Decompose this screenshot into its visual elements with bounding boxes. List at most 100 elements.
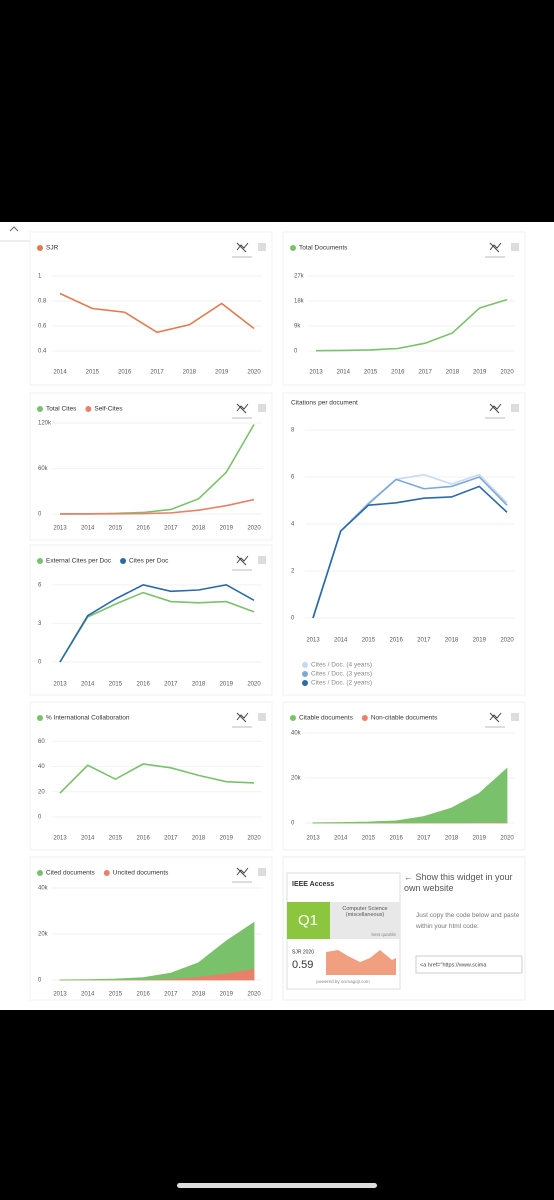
x-tick-label: 2017 <box>164 682 178 688</box>
legend-label: Cites / Doc. (2 years) <box>311 680 372 687</box>
y-tick-label: 6 <box>38 582 42 588</box>
widget-heading: ← Show this widget in your own website <box>404 872 513 893</box>
chart-card <box>29 544 273 696</box>
y-tick-label: 0.6 <box>38 324 47 330</box>
widget: IEEE Access Q1 Computer Science (miscell… <box>282 856 526 1001</box>
widget-category: Computer Science (miscellaneous) <box>342 906 388 918</box>
legend-label: Total Documents <box>299 245 348 252</box>
x-tick-label: 2015 <box>86 370 100 376</box>
toggle-icon[interactable] <box>236 867 249 878</box>
legend-marker <box>37 558 43 564</box>
x-tick-label: 2013 <box>309 370 323 376</box>
x-tick-label: 2017 <box>417 638 431 644</box>
legend-label: External Cites per Doc <box>46 558 112 565</box>
x-tick-label: 2014 <box>334 638 348 644</box>
legend-label: SJR <box>46 245 59 252</box>
y-tick-label: 0 <box>291 616 295 622</box>
table-icon[interactable] <box>258 868 266 876</box>
y-tick-label: 0 <box>38 660 42 666</box>
toggle-icon[interactable] <box>236 403 249 414</box>
x-tick-label: 2014 <box>81 526 95 532</box>
y-tick-label: 2 <box>291 569 295 575</box>
x-tick-label: 2013 <box>53 992 67 998</box>
y-tick-label: 8 <box>291 428 295 434</box>
x-tick-label: 2016 <box>136 526 150 532</box>
table-icon[interactable] <box>258 556 266 564</box>
legend-label: Uncited documents <box>113 870 169 877</box>
series-area <box>312 767 508 824</box>
widget-powered: powered by scimagojr.com <box>316 979 370 984</box>
toggle-icon[interactable] <box>236 242 249 253</box>
series-area <box>59 921 255 981</box>
toggle-icon[interactable] <box>489 712 502 723</box>
table-icon[interactable] <box>258 243 266 251</box>
table-icon[interactable] <box>258 713 266 721</box>
legend-label: Cited documents <box>46 870 96 877</box>
table-icon[interactable] <box>258 404 266 412</box>
collapse-arrow[interactable] <box>9 226 19 232</box>
x-tick-label: 2016 <box>389 638 403 644</box>
widget-quartile-box <box>287 902 330 939</box>
table-icon[interactable] <box>511 243 519 251</box>
legend-marker <box>302 662 308 668</box>
y-tick-label: 20k <box>38 932 49 938</box>
toggle-icon[interactable] <box>236 555 249 566</box>
x-tick-label: 2019 <box>220 992 234 998</box>
x-tick-label: 2020 <box>247 836 261 842</box>
legend-marker <box>37 406 43 412</box>
x-tick-label: 2020 <box>247 370 261 376</box>
x-tick-label: 2016 <box>391 370 405 376</box>
x-tick-label: 2014 <box>81 836 95 842</box>
x-tick-label: 2017 <box>164 992 178 998</box>
x-tick-label: 2019 <box>473 836 487 842</box>
x-tick-label: 2019 <box>215 370 229 376</box>
legend-label: Total Cites <box>46 406 77 413</box>
table-icon[interactable] <box>511 404 519 412</box>
y-tick-label: 6 <box>291 475 295 481</box>
widget-instructions: Just copy the code below and paste withi… <box>416 912 520 930</box>
toggle-icon[interactable] <box>236 712 249 723</box>
legend-marker <box>120 558 127 564</box>
toggle-icon[interactable] <box>489 242 502 253</box>
x-tick-label: 2015 <box>109 992 123 998</box>
x-tick-label: 2016 <box>136 992 150 998</box>
table-icon[interactable] <box>511 713 519 721</box>
x-tick-label: 2018 <box>446 370 460 376</box>
widget-code: <a href="https://www.scima <box>420 962 487 968</box>
x-tick-label: 2015 <box>362 638 376 644</box>
legend-label: Cites per Doc <box>129 558 169 565</box>
x-tick-label: 2020 <box>500 638 514 644</box>
x-tick-label: 2016 <box>136 682 150 688</box>
y-tick-label: 20k <box>291 776 302 782</box>
x-tick-label: 2017 <box>417 836 431 842</box>
widget-code-box[interactable] <box>415 955 523 974</box>
series-line <box>312 485 508 619</box>
x-tick-label: 2017 <box>164 836 178 842</box>
home-indicator <box>177 1183 377 1188</box>
legend-marker <box>37 715 43 721</box>
x-tick-label: 2017 <box>164 526 178 532</box>
y-tick-label: 40k <box>291 731 302 737</box>
series-line <box>59 763 255 794</box>
x-tick-label: 2013 <box>53 682 67 688</box>
legend-label: Self-Cites <box>94 406 123 413</box>
legend-marker <box>37 870 43 876</box>
y-tick-label: 9k <box>294 324 301 330</box>
x-tick-label: 2013 <box>306 836 320 842</box>
widget-sparkline <box>326 950 396 975</box>
x-tick-label: 2013 <box>53 526 67 532</box>
widget-journal: IEEE Access <box>292 881 334 888</box>
x-tick-label: 2013 <box>306 638 320 644</box>
y-tick-label: 0 <box>294 349 298 355</box>
y-tick-label: 0.8 <box>38 299 47 305</box>
x-tick-label: 2018 <box>183 370 197 376</box>
y-tick-label: 0 <box>291 821 295 827</box>
toggle-icon[interactable] <box>489 403 502 414</box>
y-tick-label: 0.4 <box>38 349 47 355</box>
y-tick-label: 0 <box>38 512 42 518</box>
x-tick-label: 2020 <box>247 992 261 998</box>
legend-label: Cites / Doc. (4 years) <box>311 662 372 669</box>
x-tick-label: 2015 <box>109 526 123 532</box>
widget-sjr-value: 0.59 <box>292 959 313 971</box>
